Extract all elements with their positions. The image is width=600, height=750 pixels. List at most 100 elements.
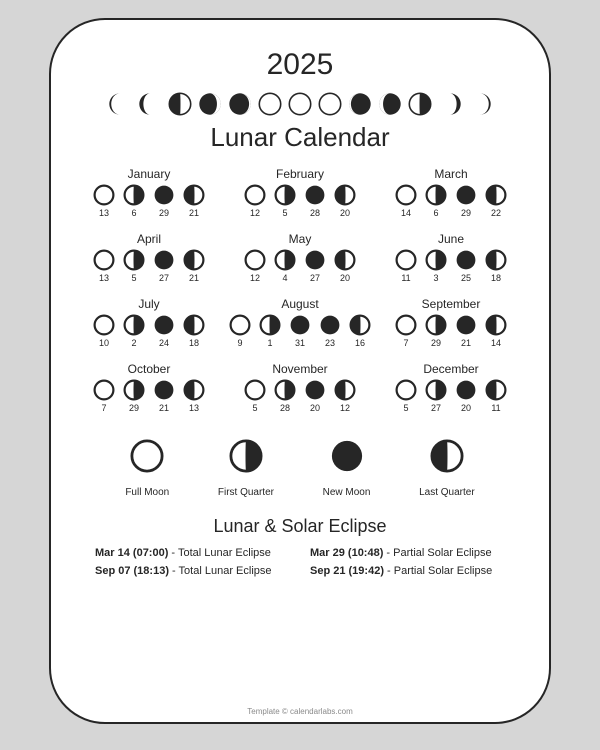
full-icon bbox=[93, 184, 115, 206]
new-icon bbox=[304, 184, 326, 206]
month-phase-cell: 24 bbox=[151, 314, 177, 348]
month-block: May1242720 bbox=[227, 232, 373, 283]
full-icon bbox=[93, 249, 115, 271]
new-icon bbox=[304, 379, 326, 401]
new-icon bbox=[153, 314, 175, 336]
month-block: August91312316 bbox=[227, 297, 373, 348]
phase-day: 21 bbox=[189, 273, 199, 283]
month-phase-cell: 12 bbox=[242, 184, 268, 218]
phase-day: 11 bbox=[491, 403, 500, 413]
phase-day: 31 bbox=[295, 338, 305, 348]
month-name: October bbox=[128, 362, 171, 376]
full-icon bbox=[229, 314, 251, 336]
month-phase-cell: 12 bbox=[242, 249, 268, 283]
last-quarter-icon bbox=[183, 249, 205, 271]
eclipse-entry: Mar 29 (10:48) - Partial Solar Eclipse bbox=[310, 547, 505, 559]
phase-strip-icon bbox=[438, 92, 462, 116]
month-phase-cell: 7 bbox=[91, 379, 117, 413]
month-block: January1362921 bbox=[79, 167, 219, 218]
eclipse-heading: Lunar & Solar Eclipse bbox=[213, 516, 386, 537]
phase-day: 3 bbox=[433, 273, 438, 283]
phase-strip-icon bbox=[288, 92, 312, 116]
last-quarter-icon bbox=[485, 249, 507, 271]
phase-day: 18 bbox=[189, 338, 199, 348]
new-icon bbox=[319, 314, 341, 336]
month-name: April bbox=[137, 232, 161, 246]
month-phase-cell: 9 bbox=[227, 314, 253, 348]
phase-strip bbox=[108, 92, 492, 116]
month-phase-cell: 2 bbox=[121, 314, 147, 348]
eclipse-desc: - Partial Solar Eclipse bbox=[384, 565, 492, 577]
last-quarter-icon bbox=[349, 314, 371, 336]
eclipse-list: Mar 14 (07:00) - Total Lunar EclipseMar … bbox=[71, 547, 529, 577]
phase-strip-icon bbox=[258, 92, 282, 116]
month-phase-cell: 22 bbox=[483, 184, 509, 218]
phase-day: 7 bbox=[101, 403, 106, 413]
phase-day: 13 bbox=[99, 208, 109, 218]
month-phase-cell: 25 bbox=[453, 249, 479, 283]
month-name: July bbox=[138, 297, 159, 311]
phase-strip-icon bbox=[408, 92, 432, 116]
month-phase-row: 13 6 29 21 bbox=[91, 184, 207, 218]
month-phase-cell: 14 bbox=[483, 314, 509, 348]
phase-day: 21 bbox=[461, 338, 471, 348]
eclipse-datetime: Mar 14 (07:00) bbox=[95, 547, 168, 559]
month-phase-cell: 11 bbox=[393, 249, 419, 283]
phase-day: 9 bbox=[237, 338, 242, 348]
month-block: November5282012 bbox=[227, 362, 373, 413]
phase-strip-icon bbox=[468, 92, 492, 116]
first-quarter-icon bbox=[425, 314, 447, 336]
phase-day: 13 bbox=[189, 403, 199, 413]
month-phase-cell: 10 bbox=[91, 314, 117, 348]
month-phase-cell: 21 bbox=[453, 314, 479, 348]
month-phase-cell: 6 bbox=[121, 184, 147, 218]
month-phase-cell: 6 bbox=[423, 184, 449, 218]
month-phase-cell: 1 bbox=[257, 314, 283, 348]
new-icon bbox=[455, 314, 477, 336]
full-icon bbox=[244, 184, 266, 206]
month-phase-cell: 29 bbox=[423, 314, 449, 348]
phase-day: 16 bbox=[355, 338, 365, 348]
last-quarter-icon bbox=[334, 249, 356, 271]
phase-day: 14 bbox=[401, 208, 411, 218]
phase-day: 23 bbox=[325, 338, 335, 348]
last-quarter-icon bbox=[430, 439, 464, 473]
month-block: June1132518 bbox=[381, 232, 521, 283]
month-name: February bbox=[276, 167, 324, 181]
phase-day: 6 bbox=[433, 208, 438, 218]
last-quarter-icon bbox=[183, 184, 205, 206]
phase-day: 29 bbox=[159, 208, 169, 218]
phase-day: 12 bbox=[250, 208, 260, 218]
month-phase-cell: 21 bbox=[151, 379, 177, 413]
month-phase-cell: 11 bbox=[483, 379, 509, 413]
month-phase-cell: 31 bbox=[287, 314, 313, 348]
month-block: February 1252820 bbox=[227, 167, 373, 218]
full-icon bbox=[395, 314, 417, 336]
month-name: May bbox=[289, 232, 312, 246]
month-phase-row: 9 1 31 23 16 bbox=[227, 314, 373, 348]
month-phase-row: 7 2921 13 bbox=[91, 379, 207, 413]
first-quarter-icon bbox=[123, 249, 145, 271]
phase-day: 5 bbox=[252, 403, 257, 413]
phase-day: 25 bbox=[461, 273, 471, 283]
month-phase-row: 1252820 bbox=[242, 184, 358, 218]
month-phase-cell: 7 bbox=[393, 314, 419, 348]
month-phase-cell: 13 bbox=[91, 184, 117, 218]
new-icon bbox=[153, 249, 175, 271]
month-phase-cell: 23 bbox=[317, 314, 343, 348]
new-icon bbox=[289, 314, 311, 336]
legend-item: First Quarter bbox=[218, 439, 274, 498]
month-phase-cell: 21 bbox=[181, 184, 207, 218]
first-quarter-icon bbox=[123, 379, 145, 401]
phase-strip-icon bbox=[228, 92, 252, 116]
phase-strip-icon bbox=[198, 92, 222, 116]
month-phase-cell: 16 bbox=[347, 314, 373, 348]
month-phase-cell: 29 bbox=[121, 379, 147, 413]
eclipse-desc: - Partial Solar Eclipse bbox=[383, 547, 491, 559]
month-phase-cell: 3 bbox=[423, 249, 449, 283]
phase-day: 24 bbox=[159, 338, 169, 348]
phase-day: 21 bbox=[189, 208, 199, 218]
month-phase-cell: 27 bbox=[302, 249, 328, 283]
month-phase-row: 1132518 bbox=[393, 249, 509, 283]
full-icon bbox=[395, 379, 417, 401]
